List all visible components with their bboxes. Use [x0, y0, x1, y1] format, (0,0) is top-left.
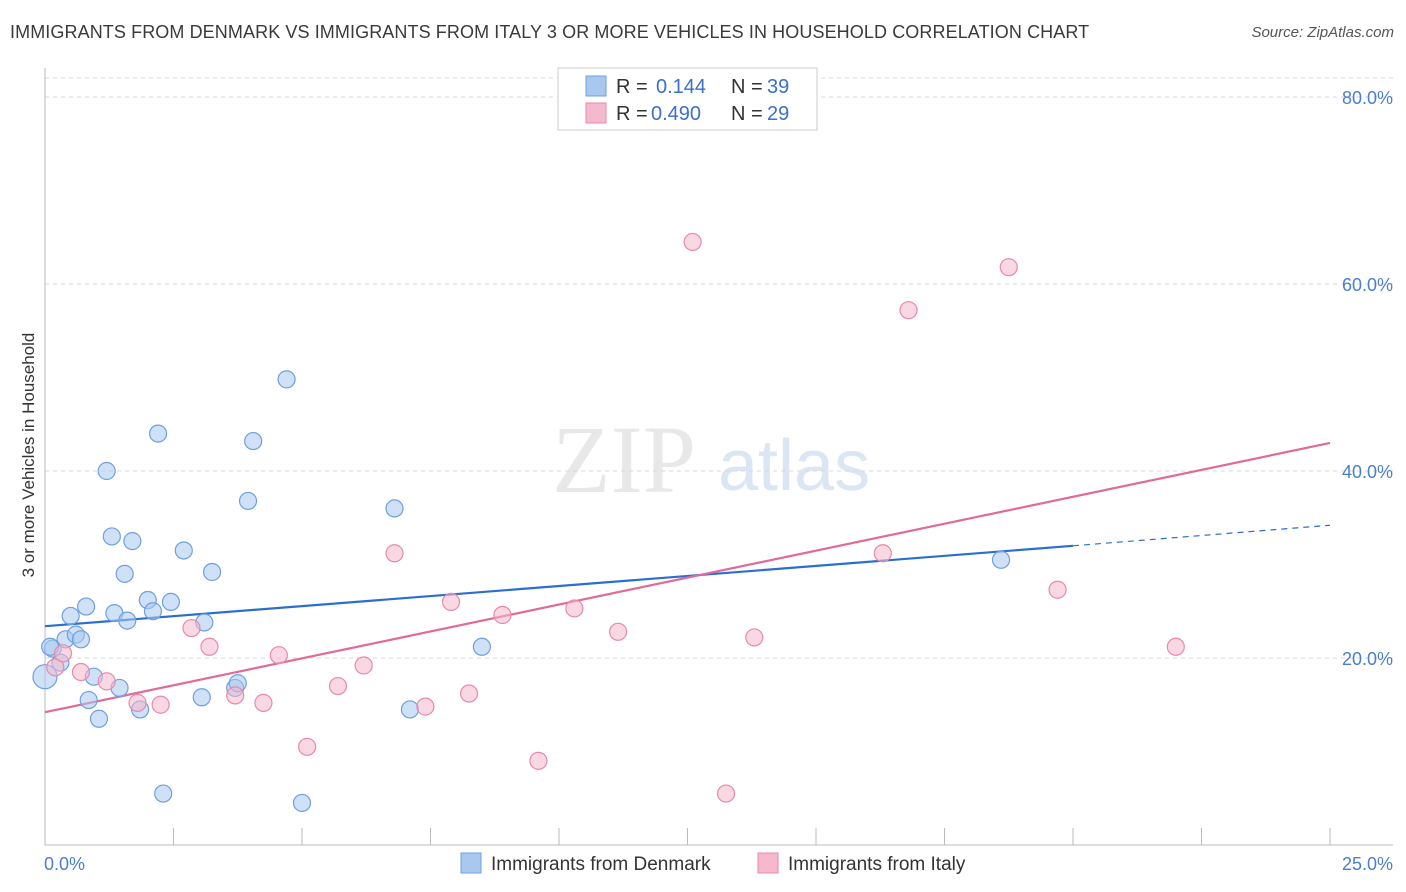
data-point-denmark — [71, 630, 91, 649]
data-point-denmark — [202, 562, 222, 582]
data-point-denmark — [148, 424, 168, 443]
legend-n-value-italy: 29 — [767, 103, 789, 125]
y-tick-label-80: 80.0% — [1342, 88, 1393, 108]
y-tick-labels: 20.0% 40.0% 60.0% 80.0% — [1342, 88, 1393, 669]
data-point-italy — [128, 693, 147, 712]
y-axis-label: 3 or more Vehicles in Household — [19, 333, 38, 578]
legend-n-label-italy: N = — [731, 103, 763, 125]
series-legend-swatch-italy — [757, 852, 779, 874]
data-point-denmark — [61, 606, 80, 626]
data-point-italy — [298, 737, 317, 756]
data-point-denmark — [154, 784, 173, 803]
data-point-italy — [683, 232, 702, 252]
data-point-italy — [1048, 580, 1067, 599]
data-point-denmark — [292, 793, 312, 813]
data-point-italy — [441, 592, 461, 612]
data-point-denmark — [102, 527, 121, 546]
data-point-denmark — [161, 592, 181, 612]
y-tick-label-20: 20.0% — [1342, 649, 1393, 669]
data-point-italy — [385, 544, 404, 563]
data-point-denmark — [192, 688, 211, 707]
trend-line-italy — [44, 441, 1331, 714]
data-point-denmark — [77, 597, 96, 616]
y-tick-label-60: 60.0% — [1342, 275, 1393, 295]
trend-lines — [44, 441, 1331, 714]
legend-swatch-italy — [585, 102, 607, 124]
data-point-denmark — [277, 370, 296, 389]
data-point-denmark — [991, 550, 1011, 569]
data-point-denmark — [472, 637, 491, 656]
trend-line-denmark — [44, 544, 1074, 628]
correlation-legend: R = 0.144 N = 39 R = 0.490 N = 29 — [557, 67, 818, 131]
data-point-italy — [416, 697, 435, 716]
legend-r-label-italy: R = — [616, 103, 648, 125]
data-point-italy — [354, 656, 373, 675]
axes — [44, 68, 1393, 846]
series-legend: Immigrants from Denmark Immigrants from … — [460, 852, 966, 875]
data-point-italy — [97, 672, 116, 691]
data-point-italy — [328, 676, 348, 696]
data-point-denmark — [385, 499, 404, 518]
series-legend-swatch-denmark — [460, 852, 482, 874]
data-point-italy — [269, 646, 288, 665]
data-point-denmark — [89, 709, 109, 728]
data-points — [32, 232, 1185, 813]
data-point-italy — [200, 637, 219, 656]
x-tick-label-min: 0.0% — [44, 854, 85, 874]
data-point-italy — [71, 662, 91, 682]
data-point-denmark — [115, 564, 134, 583]
data-point-italy — [529, 751, 548, 770]
legend-r-value-denmark: 0.144 — [656, 76, 706, 98]
series-legend-label-denmark: Immigrants from Denmark — [491, 854, 711, 875]
watermark-atlas: atlas — [718, 426, 870, 506]
data-point-italy — [53, 644, 73, 663]
watermark-zip: ZIP — [552, 406, 696, 513]
data-point-italy — [609, 622, 628, 641]
data-point-denmark — [123, 532, 142, 551]
data-point-italy — [999, 258, 1018, 277]
data-point-denmark — [400, 700, 420, 719]
data-point-italy — [1166, 637, 1185, 656]
legend-n-label-denmark: N = — [731, 76, 763, 98]
data-point-italy — [226, 686, 245, 705]
data-point-denmark — [79, 690, 98, 710]
legend-swatch-denmark — [585, 75, 607, 97]
data-point-denmark — [118, 611, 137, 630]
source-credit: Source: ZipAtlas.com — [1251, 24, 1394, 41]
data-point-italy — [873, 544, 892, 563]
trend-line-extension-denmark — [1072, 524, 1331, 547]
chart-title: IMMIGRANTS FROM DENMARK VS IMMIGRANTS FR… — [10, 22, 1090, 42]
x-tick-labels: 0.0% 25.0% — [44, 854, 1393, 874]
legend-r-label-denmark: R = — [616, 76, 648, 98]
x-tick-label-max: 25.0% — [1342, 854, 1393, 874]
data-point-italy — [493, 605, 512, 625]
data-point-italy — [182, 618, 201, 638]
y-tick-label-40: 40.0% — [1342, 462, 1393, 482]
data-point-italy — [899, 301, 918, 320]
legend-n-value-denmark: 39 — [767, 76, 789, 98]
data-point-italy — [46, 658, 65, 677]
data-point-italy — [745, 628, 764, 647]
data-point-italy — [459, 684, 479, 703]
series-legend-label-italy: Immigrants from Italy — [788, 854, 966, 875]
data-point-denmark — [244, 431, 263, 451]
legend-r-value-italy: 0.490 — [651, 103, 701, 125]
data-point-italy — [716, 784, 736, 803]
data-point-denmark — [143, 602, 163, 621]
data-point-italy — [565, 599, 584, 618]
data-point-denmark — [97, 461, 116, 481]
data-point-italy — [254, 693, 273, 712]
data-point-denmark — [238, 491, 258, 511]
data-point-italy — [151, 695, 170, 714]
data-point-denmark — [174, 541, 193, 560]
